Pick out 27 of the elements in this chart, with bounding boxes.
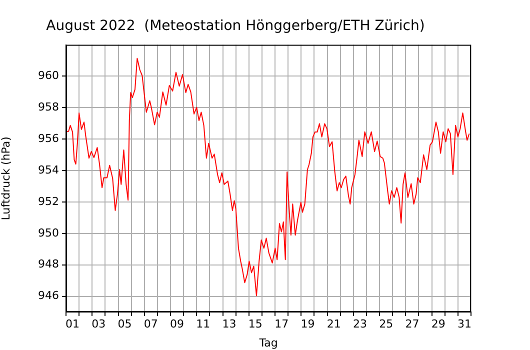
x-tick-label: 21	[326, 317, 341, 330]
x-tick-label: 19	[300, 317, 315, 330]
x-tick-label: 13	[222, 317, 236, 330]
x-tick-label: 23	[352, 317, 367, 330]
x-tick-label: 11	[196, 317, 210, 330]
y-tick-label: 958	[38, 100, 59, 114]
x-tick-label: 17	[274, 317, 289, 330]
y-tick-label: 946	[38, 289, 59, 302]
y-tick-label: 956	[38, 132, 59, 145]
y-tick-label: 954	[38, 163, 59, 176]
chart-title: August 2022 (Meteostation Hönggerberg/ETH Zürich)	[46, 18, 425, 34]
x-tick-label: 07	[144, 317, 158, 330]
x-tick-label: 15	[248, 317, 262, 330]
x-tick-label: 01	[66, 317, 80, 330]
y-axis-title: Luftdruck (hPa)	[0, 136, 12, 220]
x-tick-label: 27	[405, 317, 420, 330]
x-tick-label: 25	[379, 317, 394, 330]
y-tick-label: 950	[38, 226, 59, 240]
y-tick-label: 960	[38, 69, 59, 82]
x-tick-label: 05	[118, 317, 132, 330]
y-tick-label: 948	[38, 258, 59, 271]
x-tick-label: 09	[170, 317, 184, 330]
x-axis-title: Tag	[258, 336, 278, 350]
x-tick-label: 31	[457, 317, 472, 330]
x-tick-label: 03	[92, 317, 106, 330]
y-tick-label: 952	[38, 194, 59, 208]
x-tick-label: 29	[431, 317, 446, 330]
